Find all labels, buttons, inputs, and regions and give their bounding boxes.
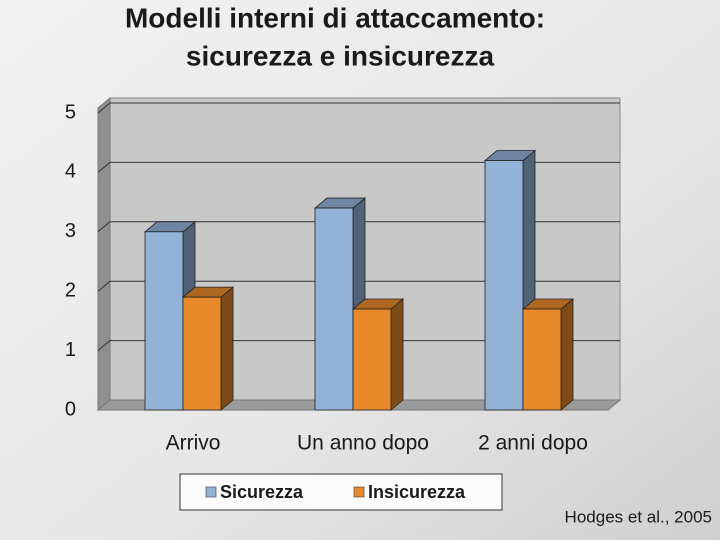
y-tick-label: 1 (65, 339, 76, 361)
grid-line (97, 102, 620, 114)
x-tick-label: Un anno dopo (297, 432, 429, 455)
y-tick-label: 3 (65, 220, 76, 242)
grid-line (97, 340, 620, 351)
legend (179, 473, 503, 511)
y-tick-label: 2 (65, 279, 76, 301)
bar-side (390, 298, 404, 411)
bar-side (220, 286, 234, 411)
legend-swatch (353, 486, 365, 498)
bar (182, 296, 222, 411)
y-tick-label: 0 (65, 398, 76, 420)
x-tick-label: Arrivo (166, 432, 221, 455)
bar (144, 231, 184, 411)
bar-side (560, 298, 574, 411)
legend-label: Sicurezza (220, 482, 304, 502)
chart-title: Modelli interni di attaccamento: (125, 2, 545, 33)
x-tick-label: 2 anni dopo (478, 432, 588, 455)
source-note: Hodges et al., 2005 (565, 507, 712, 526)
bar (352, 308, 392, 411)
side-wall (97, 96, 111, 412)
grid-line (97, 280, 620, 292)
legend-label: Insicurezza (368, 482, 466, 502)
bar (484, 160, 524, 411)
bar (522, 308, 562, 411)
legend-swatch (205, 486, 217, 498)
y-tick-label: 5 (65, 101, 76, 123)
grid-line (97, 161, 620, 173)
chart-title: sicurezza e insicurezza (186, 40, 495, 71)
bar (314, 207, 354, 411)
grid-line (97, 221, 620, 233)
y-tick-label: 4 (65, 161, 76, 183)
